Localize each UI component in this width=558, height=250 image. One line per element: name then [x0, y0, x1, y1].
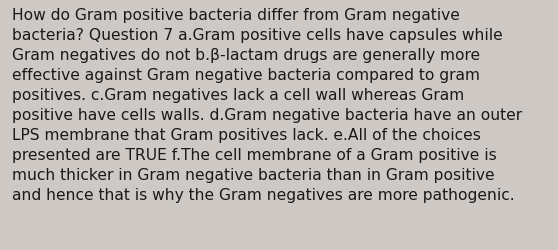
Text: How do Gram positive bacteria differ from Gram negative
bacteria? Question 7 a.G: How do Gram positive bacteria differ fro…: [12, 8, 522, 202]
